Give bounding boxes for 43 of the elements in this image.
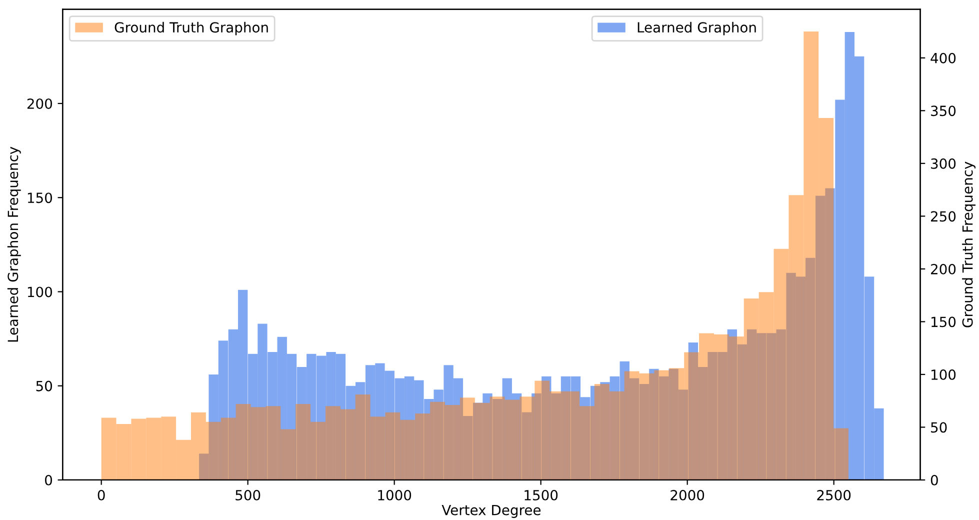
x-tick-label: 0 [98,490,105,500]
bar [131,418,146,480]
bar [176,440,191,480]
x-tick-label: 1500 [524,490,558,500]
bar [774,248,789,480]
x-tick-label: 500 [236,490,260,500]
bar [190,412,206,480]
legend-label: Ground Truth Graphon [114,22,268,36]
bar [788,195,804,480]
y2-tick-label: 200 [931,264,956,274]
y2-tick-label: 100 [932,369,956,380]
y2-axis-title: Ground Truth Frequency [962,162,976,328]
bar [864,276,874,480]
bar [101,418,116,480]
bar [804,32,819,480]
bar [834,428,848,480]
bar [161,416,176,480]
bar [744,298,759,480]
y2-tick-label: 300 [931,158,956,169]
y2-tick-label: 150 [932,316,956,328]
bar [146,418,162,480]
y-tick-label: 0 [45,474,52,486]
bar [758,292,774,480]
bar [116,424,132,480]
y2-tick-label: 50 [931,422,947,433]
y2-tick-label: 250 [931,211,956,222]
y2-tick-label: 0 [930,474,938,486]
x-tick-label: 2500 [817,490,851,500]
legend-label: Learned Graphon [638,22,756,36]
bar [669,368,684,480]
y-tick-label: 200 [27,98,52,109]
y2-tick-label: 400 [930,52,956,64]
x-tick-label: 1000 [378,490,412,500]
bar [844,32,854,480]
y-tick-label: 100 [28,286,52,298]
y-axis-title: Learned Graphon Frequency [7,146,21,342]
y-tick-label: 50 [36,380,52,392]
bar [854,56,864,480]
y2-tick-label: 350 [931,106,956,116]
x-axis-title: Vertex Degree [442,504,541,518]
y-tick-label: 150 [28,192,52,204]
x-tick-label: 2000 [670,490,704,500]
bar [874,408,884,480]
